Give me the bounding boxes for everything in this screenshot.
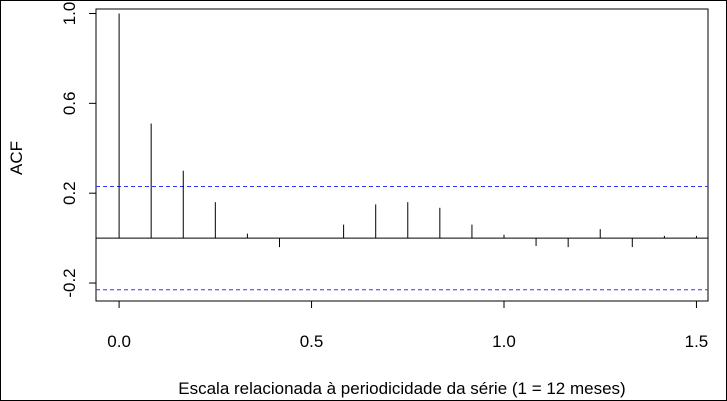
y-axis: -0.2 0.2 0.6 1.0	[60, 2, 97, 298]
x-tick-label: 0.5	[300, 332, 324, 351]
x-tick-label: 1.5	[685, 332, 709, 351]
y-tick-label: 0.2	[60, 181, 79, 205]
plot-box	[95, 8, 709, 302]
y-tick-label: -0.2	[60, 268, 79, 297]
y-tick-label: 1.0	[60, 2, 79, 26]
x-tick-label: 0.0	[107, 332, 131, 351]
x-tick-label: 1.0	[492, 332, 516, 351]
x-axis-label: Escala relacionada à periodicidade da sé…	[178, 379, 625, 398]
y-tick-label: 0.6	[60, 92, 79, 116]
acf-marks	[96, 13, 708, 291]
x-axis: 0.0 0.5 1.0 1.5	[107, 300, 709, 351]
y-axis-label: ACF	[7, 141, 26, 175]
